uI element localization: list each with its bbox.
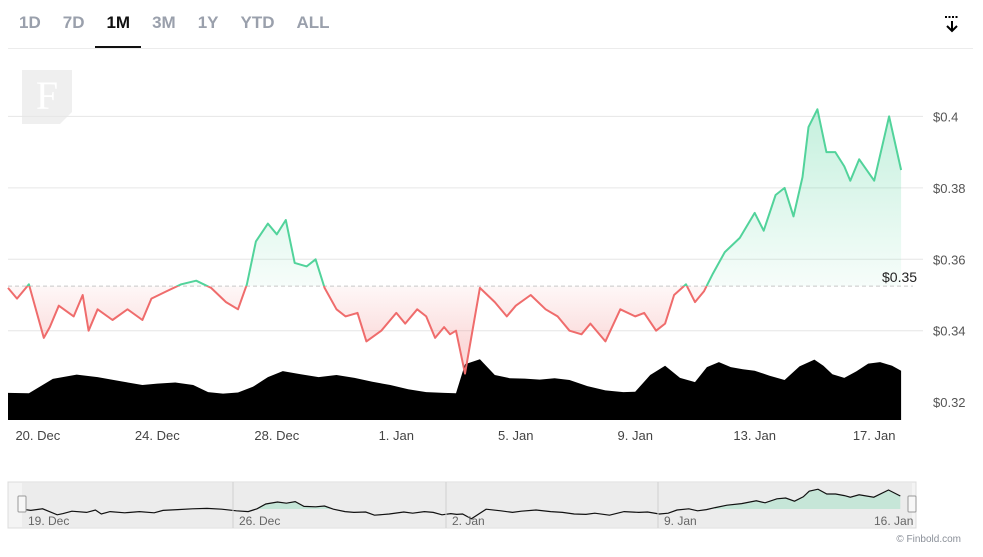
x-tick-label: 28. Dec — [254, 428, 299, 443]
y-tick-label: $0.38 — [933, 181, 966, 196]
tabs-divider — [8, 48, 973, 49]
download-button[interactable] — [939, 12, 965, 38]
price-area-down — [8, 286, 902, 374]
y-tick-label: $0.4 — [933, 109, 958, 124]
baseline-label: $0.35 — [882, 269, 917, 285]
tab-1m[interactable]: 1M — [95, 0, 142, 48]
navigator-selection — [22, 482, 912, 528]
navigator-tick-label: 16. Jan — [874, 514, 913, 528]
tab-ytd[interactable]: YTD — [240, 13, 275, 32]
x-tick-label: 24. Dec — [135, 428, 180, 443]
finbold-logo: F — [22, 70, 72, 124]
download-icon — [945, 16, 959, 33]
tab-7d[interactable]: 7D — [62, 13, 85, 32]
navigator-line — [21, 488, 901, 520]
tab-1d[interactable]: 1D — [19, 13, 41, 32]
navigator-area — [22, 489, 901, 509]
x-tick-label: 13. Jan — [733, 428, 776, 443]
x-tick-label: 20. Dec — [15, 428, 60, 443]
navigator-handle-left[interactable] — [17, 495, 27, 513]
range-tabs: 1D 7D 1M 3M 1Y YTD ALL — [8, 0, 341, 48]
navigator-tick-label: 2. Jan — [452, 514, 485, 528]
navigator-tick-label: 19. Dec — [28, 514, 69, 528]
tab-1y[interactable]: 1Y — [197, 13, 219, 32]
price-area-up — [27, 109, 902, 287]
volume-area — [8, 359, 902, 420]
navigator-handle-right[interactable] — [907, 495, 917, 513]
price-line-up — [26, 108, 903, 287]
navigator-tick-label: 9. Jan — [664, 514, 697, 528]
svg-text:F: F — [36, 73, 58, 118]
x-tick-label: 17. Jan — [853, 428, 896, 443]
x-tick-label: 5. Jan — [498, 428, 533, 443]
y-tick-label: $0.36 — [933, 252, 966, 267]
y-tick-label: $0.34 — [933, 324, 966, 339]
tab-all[interactable]: ALL — [296, 13, 330, 32]
price-line-down — [7, 286, 708, 375]
navigator-tick-label: 26. Dec — [239, 514, 280, 528]
price-chart[interactable]: $0.32 $0.34 $0.36 $0.38 $0.4 $0.35 20. Dec 24. … — [0, 60, 983, 450]
tab-3m[interactable]: 3M — [152, 13, 176, 32]
y-tick-label: $0.32 — [933, 395, 966, 410]
credit-text: © Finbold.com — [896, 534, 961, 545]
x-tick-label: 9. Jan — [618, 428, 653, 443]
navigator-chart[interactable]: 19. Dec 26. Dec 2. Jan 9. Jan 16. Jan — [0, 478, 983, 533]
x-tick-label: 1. Jan — [379, 428, 414, 443]
